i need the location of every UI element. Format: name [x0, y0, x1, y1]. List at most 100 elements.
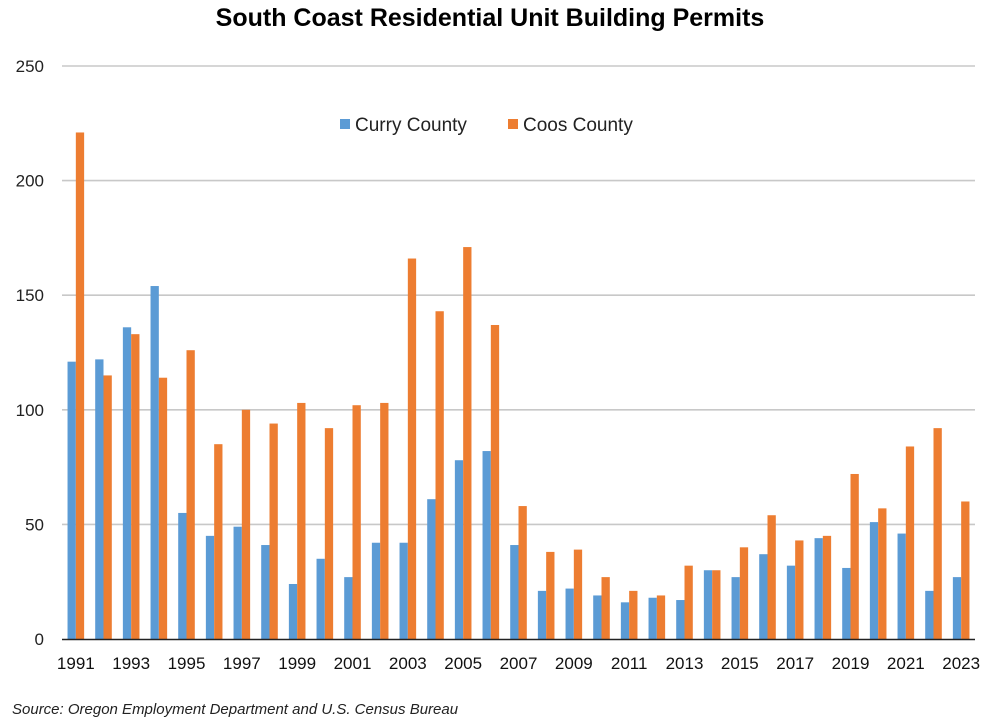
bar-coos-county-1994: [158, 377, 168, 639]
x-axis-ticks: 1991 1993 1995 1997 1999 2001 2003 2005 2007 2009…: [57, 654, 980, 673]
bar-curry-county-2018: [814, 538, 823, 639]
bar-group-2020: [869, 508, 887, 639]
bar-coos-county-1999: [297, 402, 306, 639]
bar-group-2022: [925, 428, 942, 639]
bar-coos-county-2014: [712, 570, 721, 639]
y-tick-label: 100: [16, 401, 44, 420]
bar-curry-county-2013: [676, 600, 685, 639]
legend-swatch: [340, 119, 350, 129]
bar-group-1999: [288, 402, 306, 639]
bar-group-1992: [95, 359, 112, 639]
x-tick-label: 1993: [112, 654, 150, 673]
bar-curry-county-2012: [648, 597, 657, 639]
bar-group-2011: [620, 590, 638, 639]
bar-coos-county-2002: [380, 402, 389, 639]
bar-curry-county-2020: [869, 522, 879, 639]
legend: Curry County Coos County: [340, 115, 633, 136]
bar-curry-county-2000: [316, 558, 325, 639]
bar-curry-county-1997: [233, 526, 242, 639]
x-tick-label: 1997: [223, 654, 261, 673]
bar-group-1995: [178, 350, 195, 639]
bar-coos-county-2000: [324, 428, 334, 639]
gridlines: [62, 65, 975, 526]
bar-group-2017: [786, 540, 804, 639]
bar-group-1991: [67, 132, 85, 639]
bar-coos-county-1995: [186, 350, 195, 639]
bar-coos-county-2003: [407, 258, 417, 639]
bar-group-2005: [454, 247, 472, 639]
x-tick-label: 1991: [57, 654, 95, 673]
bar-curry-county-2003: [399, 542, 408, 639]
bar-group-2008: [537, 551, 555, 639]
bar-curry-county-1995: [178, 512, 187, 639]
bar-coos-county-2001: [352, 405, 361, 639]
bar-coos-county-2010: [601, 577, 610, 639]
bar-group-2023: [952, 501, 970, 639]
bar-curry-county-1994: [150, 286, 159, 639]
chart-title: South Coast Residential Unit Building Pe…: [215, 4, 765, 32]
bar-coos-county-2011: [629, 590, 638, 639]
bar-coos-county-2007: [518, 506, 527, 639]
bar-group-2003: [399, 258, 417, 639]
bar-group-1998: [261, 423, 278, 639]
bar-group-2001: [344, 405, 361, 639]
bar-group-1993: [122, 327, 140, 639]
bar-group-2009: [565, 549, 583, 639]
bar-group-1994: [150, 286, 168, 639]
x-tick-label: 2013: [666, 654, 704, 673]
bar-coos-county-1992: [103, 375, 112, 639]
bar-coos-county-2013: [684, 565, 693, 639]
bar-coos-county-2019: [850, 473, 859, 639]
bar-curry-county-2005: [454, 460, 464, 639]
bar-coos-county-2005: [463, 247, 472, 639]
source-note: Source: Oregon Employment Department and…: [12, 701, 459, 718]
bar-curry-county-2001: [344, 577, 353, 639]
bar-coos-county-1993: [131, 334, 140, 639]
bar-curry-county-2007: [510, 545, 519, 639]
legend-item-curry-county: Curry County: [340, 115, 467, 136]
bar-curry-county-2002: [371, 542, 381, 639]
bar-group-2010: [593, 577, 610, 639]
bar-curry-county-1992: [95, 359, 104, 639]
bar-group-1996: [205, 444, 223, 639]
bar-coos-county-1991: [75, 132, 85, 639]
bar-coos-county-2008: [546, 551, 555, 639]
bar-group-2015: [731, 547, 749, 639]
bar-curry-county-2022: [925, 590, 934, 639]
bar-curry-county-1998: [261, 545, 270, 639]
legend-label: Coos County: [523, 115, 633, 136]
y-tick-label: 0: [35, 630, 44, 649]
bar-curry-county-2014: [703, 570, 713, 639]
bar-coos-county-2021: [905, 446, 915, 639]
y-tick-label: 250: [16, 57, 44, 76]
bar-coos-county-2023: [961, 501, 970, 639]
x-tick-label: 2021: [887, 654, 925, 673]
legend-swatch: [508, 119, 518, 129]
bar-group-2004: [427, 311, 444, 639]
x-tick-label: 2017: [776, 654, 814, 673]
bar-curry-county-2021: [897, 533, 906, 639]
bar-group-2002: [371, 402, 389, 639]
bar-curry-county-2016: [759, 554, 768, 639]
bar-curry-county-2004: [427, 499, 436, 639]
bar-group-1997: [233, 409, 251, 639]
x-tick-label: 2001: [334, 654, 372, 673]
bar-curry-county-1993: [122, 327, 132, 639]
bar-coos-county-1996: [214, 444, 223, 639]
bar-coos-county-2016: [767, 515, 776, 639]
y-tick-label: 150: [16, 286, 44, 305]
bar-group-2019: [842, 473, 859, 639]
bars: [67, 132, 970, 639]
y-tick-label: 50: [25, 515, 44, 534]
bar-coos-county-1997: [241, 409, 251, 639]
bar-coos-county-2012: [656, 595, 666, 639]
bar-curry-county-2023: [952, 577, 962, 639]
bar-curry-county-2010: [593, 595, 602, 639]
x-tick-label: 2011: [611, 654, 648, 673]
x-tick-label: 2007: [500, 654, 538, 673]
bar-group-2006: [482, 324, 500, 639]
bar-group-2021: [897, 446, 915, 639]
x-tick-label: 1995: [168, 654, 206, 673]
x-tick-label: 2019: [832, 654, 870, 673]
